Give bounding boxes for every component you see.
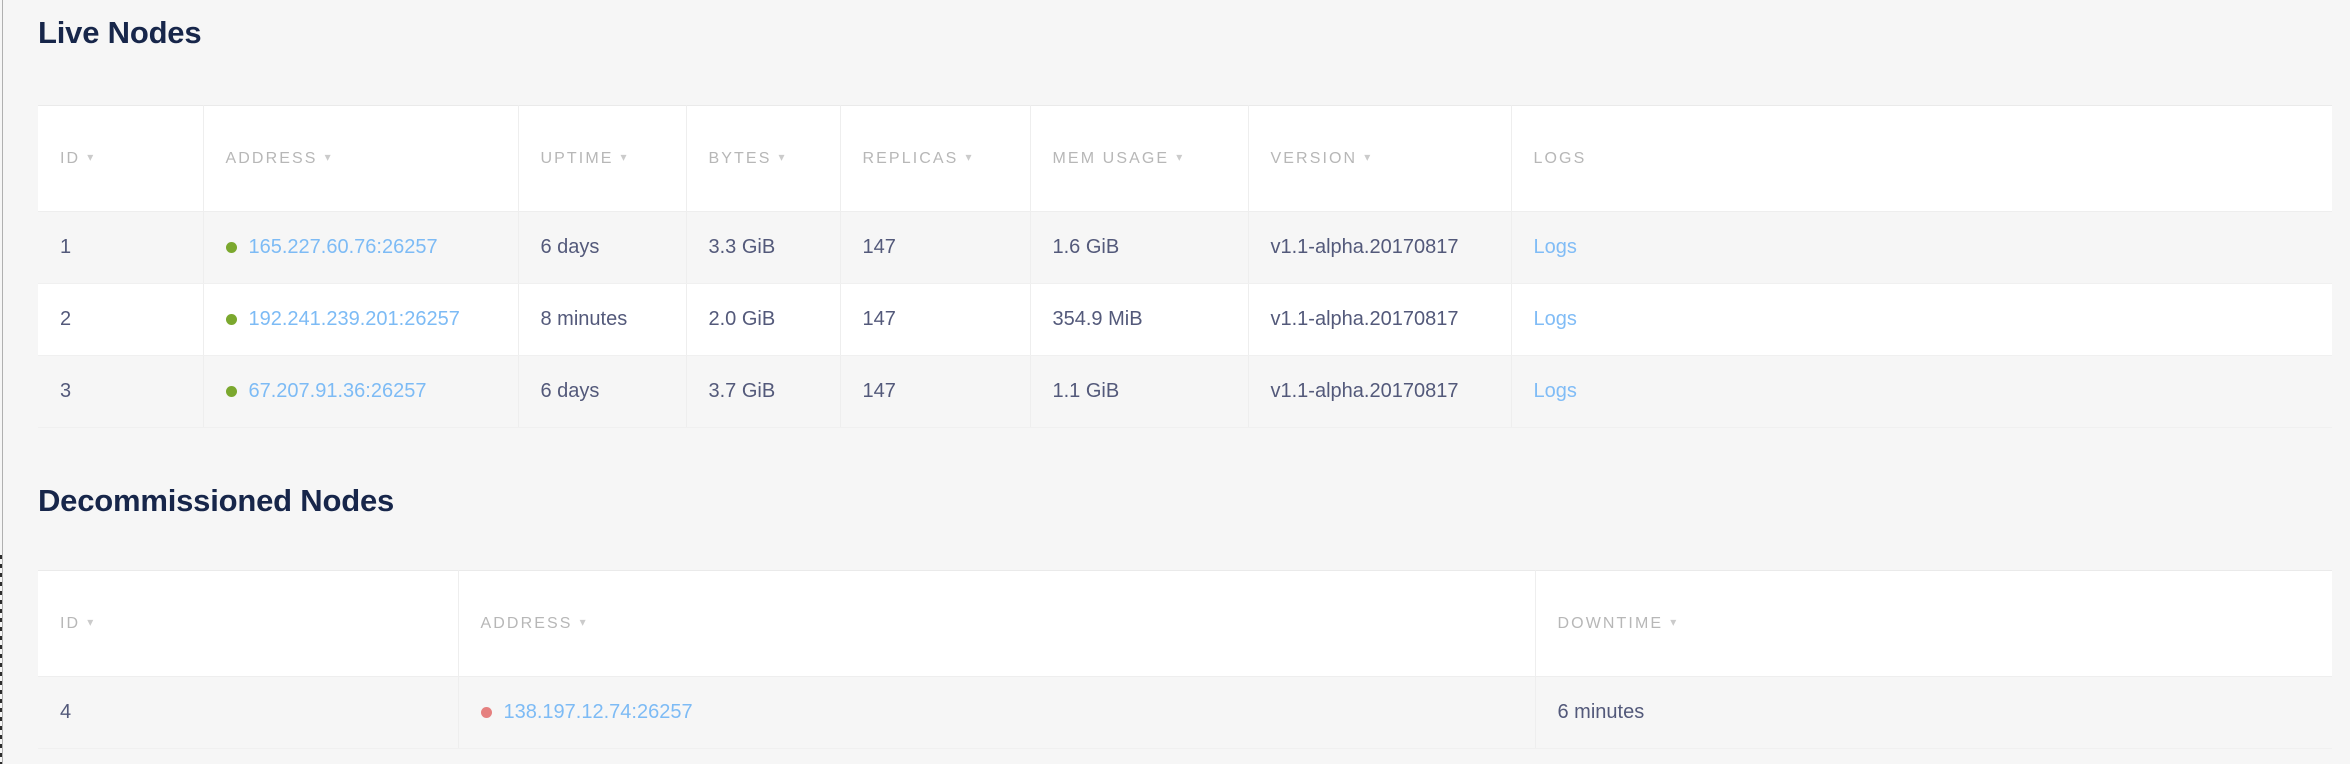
column-header-label: ADDRESS: [225, 149, 318, 167]
cell-mem-usage: 1.6 GiB: [1030, 211, 1249, 284]
sort-caret-icon[interactable]: ▾: [1670, 614, 1677, 629]
table-row: 2 192.241.239.201:26257 8 minutes 2.0 Gi…: [38, 283, 2332, 356]
sort-caret-icon[interactable]: ▾: [778, 149, 785, 164]
column-header-version[interactable]: VERSION ▾: [1248, 105, 1512, 212]
node-status-live-icon: [225, 314, 237, 325]
live-nodes-table: ID ▾ ADDRESS ▾ UPTIME ▾ BYTES ▾ REPLICAS ▾ ME…: [38, 105, 2332, 428]
column-header-address[interactable]: ADDRESS ▾: [203, 105, 519, 212]
column-header-label: VERSION: [1270, 149, 1358, 167]
cell-bytes: 2.0 GiB: [686, 283, 841, 356]
cell-address: 192.241.239.201:26257: [203, 283, 519, 356]
cell-replicas: 147: [840, 211, 1031, 284]
cell-id: 1: [38, 211, 204, 284]
sort-caret-icon[interactable]: ▾: [87, 149, 94, 164]
node-address-link[interactable]: 138.197.12.74:26257: [503, 701, 693, 723]
live-nodes-table-body: 1 165.227.60.76:26257 6 days 3.3 GiB 147…: [38, 211, 2332, 428]
sort-caret-icon[interactable]: ▾: [620, 149, 627, 164]
table-row: 1 165.227.60.76:26257 6 days 3.3 GiB 147…: [38, 211, 2332, 284]
node-status-live-icon: [225, 242, 237, 253]
node-status-live-icon: [225, 386, 237, 397]
cell-id: 4: [38, 676, 459, 749]
decommissioned-nodes-table: ID ▾ ADDRESS ▾ DOWNTIME ▾ 4 138.197.12.74:2…: [38, 570, 2332, 749]
node-status-dead-icon: [480, 707, 492, 718]
decommissioned-nodes-table-body: 4 138.197.12.74:26257 6 minutes: [38, 676, 2332, 749]
cell-id: 2: [38, 283, 204, 356]
column-header-label: ID: [60, 614, 81, 632]
column-header-mem-usage[interactable]: MEM USAGE ▾: [1030, 105, 1249, 212]
column-header-label: REPLICAS: [862, 149, 959, 167]
column-header-replicas[interactable]: REPLICAS ▾: [840, 105, 1031, 212]
cell-address: 165.227.60.76:26257: [203, 211, 519, 284]
column-header-address[interactable]: ADDRESS ▾: [458, 570, 1536, 677]
column-header-downtime[interactable]: DOWNTIME ▾: [1535, 570, 2332, 677]
column-header-label: MEM USAGE: [1052, 149, 1170, 167]
column-header-logs: LOGS: [1511, 105, 2332, 212]
decommissioned-nodes-heading: Decommissioned Nodes: [38, 483, 395, 518]
cell-version: v1.1-alpha.20170817: [1248, 355, 1512, 428]
cell-uptime: 6 days: [518, 211, 687, 284]
cell-bytes: 3.3 GiB: [686, 211, 841, 284]
live-nodes-table-header: ID ▾ ADDRESS ▾ UPTIME ▾ BYTES ▾ REPLICAS ▾ ME…: [38, 105, 2332, 212]
table-header-row: ID ▾ ADDRESS ▾ UPTIME ▾ BYTES ▾ REPLICAS ▾ ME…: [38, 105, 2332, 212]
cell-address: 67.207.91.36:26257: [203, 355, 519, 428]
sort-caret-icon[interactable]: ▾: [324, 149, 331, 164]
cell-downtime: 6 minutes: [1535, 676, 2332, 749]
table-row: 3 67.207.91.36:26257 6 days 3.7 GiB 147 …: [38, 355, 2332, 428]
cell-mem-usage: 354.9 MiB: [1030, 283, 1249, 356]
node-address-link[interactable]: 192.241.239.201:26257: [248, 308, 460, 330]
sort-caret-icon[interactable]: ▾: [965, 149, 972, 164]
column-header-bytes[interactable]: BYTES ▾: [686, 105, 841, 212]
column-header-uptime[interactable]: UPTIME ▾: [518, 105, 687, 212]
column-header-id[interactable]: ID ▾: [38, 105, 204, 212]
live-nodes-heading: Live Nodes: [38, 15, 202, 50]
column-header-label: BYTES: [708, 149, 772, 167]
column-header-id[interactable]: ID ▾: [38, 570, 459, 677]
node-logs-link[interactable]: Logs: [1533, 236, 1577, 258]
cell-mem-usage: 1.1 GiB: [1030, 355, 1249, 428]
cell-address: 138.197.12.74:26257: [458, 676, 1536, 749]
cell-logs: Logs: [1511, 211, 2332, 284]
sort-caret-icon[interactable]: ▾: [1364, 149, 1371, 164]
node-logs-link[interactable]: Logs: [1533, 380, 1577, 402]
cell-replicas: 147: [840, 355, 1031, 428]
column-header-label: UPTIME: [540, 149, 614, 167]
node-address-link[interactable]: 67.207.91.36:26257: [248, 380, 427, 402]
cell-replicas: 147: [840, 283, 1031, 356]
column-header-label: ID: [60, 149, 81, 167]
cell-id: 3: [38, 355, 204, 428]
cell-logs: Logs: [1511, 355, 2332, 428]
column-header-label: ADDRESS: [480, 614, 573, 632]
node-address-link[interactable]: 165.227.60.76:26257: [248, 236, 438, 258]
table-header-row: ID ▾ ADDRESS ▾ DOWNTIME ▾: [38, 570, 2332, 677]
column-header-label: LOGS: [1533, 149, 1587, 167]
table-row: 4 138.197.12.74:26257 6 minutes: [38, 676, 2332, 749]
viewport-left-dashed-rule: [0, 555, 2, 764]
sort-caret-icon[interactable]: ▾: [87, 614, 94, 629]
column-header-label: DOWNTIME: [1557, 614, 1664, 632]
node-logs-link[interactable]: Logs: [1533, 308, 1577, 330]
decommissioned-nodes-table-header: ID ▾ ADDRESS ▾ DOWNTIME ▾: [38, 570, 2332, 677]
viewport-left-rule: [2, 0, 3, 764]
cell-uptime: 8 minutes: [518, 283, 687, 356]
cell-uptime: 6 days: [518, 355, 687, 428]
cell-version: v1.1-alpha.20170817: [1248, 283, 1512, 356]
sort-caret-icon[interactable]: ▾: [1176, 149, 1183, 164]
cell-bytes: 3.7 GiB: [686, 355, 841, 428]
cell-version: v1.1-alpha.20170817: [1248, 211, 1512, 284]
sort-caret-icon[interactable]: ▾: [579, 614, 586, 629]
cell-logs: Logs: [1511, 283, 2332, 356]
